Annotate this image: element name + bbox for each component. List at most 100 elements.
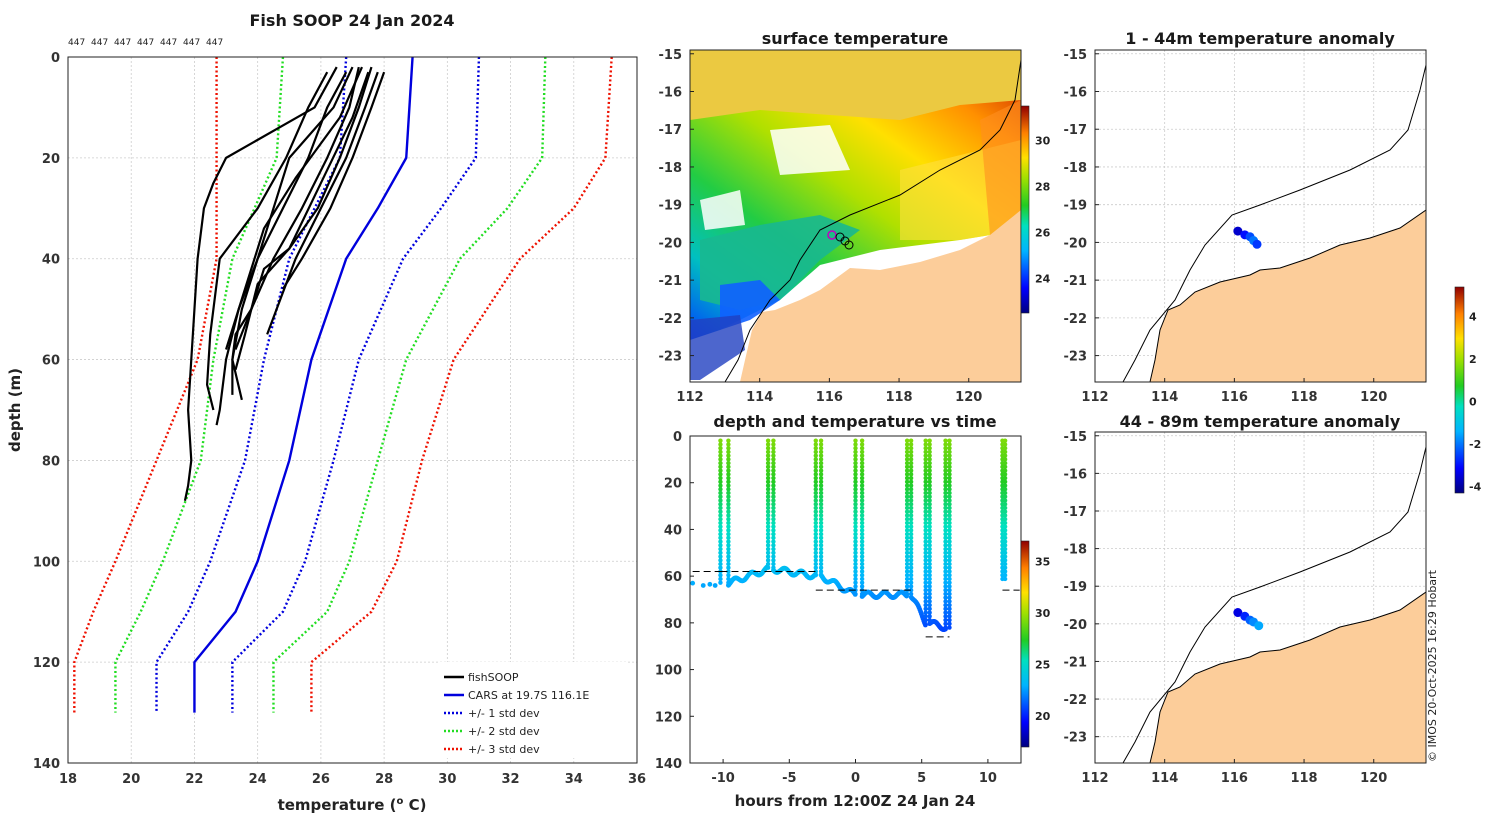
timeseries-point [818, 558, 824, 563]
timeseries-point [853, 468, 858, 473]
timeseries-point [718, 580, 723, 585]
timeseries-point [853, 509, 858, 514]
timeseries-point [943, 442, 948, 447]
timeseries-point [1002, 483, 1008, 488]
anomaly-deep-panel: 44 - 89m temperature anomaly 112 114 116 11… [1064, 286, 1482, 786]
profile-ytick-label: 0 [51, 51, 60, 66]
timeseries-point [927, 483, 932, 488]
timeseries-point [859, 584, 865, 589]
colorbar-tick-label: 2 [1469, 353, 1477, 366]
timeseries-point [818, 490, 824, 496]
timeseries-point [908, 587, 914, 593]
timeseries-point [908, 483, 914, 488]
timeseries-point [771, 554, 776, 559]
timeseries-point [726, 543, 731, 548]
timeseries-point [1002, 516, 1008, 522]
timeseries-point [726, 516, 731, 522]
timeseries-point [943, 509, 948, 514]
timeseries-point [853, 442, 858, 447]
timeseries-point [908, 516, 914, 522]
timeseries-point [813, 561, 818, 567]
timeseries-point [859, 464, 865, 470]
timeseries-point [813, 472, 818, 477]
timeseries-point [726, 494, 731, 499]
timeseries-point [859, 516, 865, 522]
timeseries-point [771, 558, 776, 563]
timeseries-point [771, 535, 776, 541]
timeseries-point [1002, 505, 1008, 511]
timeseries-point [1002, 528, 1008, 533]
timeseries-point [718, 475, 723, 481]
timeseries-point [818, 520, 824, 526]
timeseries-point [859, 468, 865, 473]
timeseries-point [771, 565, 776, 570]
map-xtick-label: 116 [1221, 771, 1248, 786]
timeseries-point [904, 457, 910, 462]
timeseries-ytick-label: 80 [664, 617, 682, 632]
timeseries-point [771, 457, 776, 462]
timeseries-point [947, 595, 952, 600]
timeseries-point [818, 535, 824, 541]
timeseries-point [947, 531, 952, 537]
colorbar-tick-label: 24 [1035, 273, 1051, 286]
profile-xtick-label: 18 [59, 772, 77, 787]
map-ytick-label: -20 [1064, 236, 1088, 251]
timeseries-point [908, 539, 914, 544]
timeseries-point [765, 565, 771, 570]
anomaly-point [1254, 621, 1264, 631]
timeseries-point [923, 606, 928, 612]
map-ytick-label: -21 [659, 274, 683, 289]
timeseries-point [859, 442, 865, 447]
timeseries-point [765, 520, 771, 526]
timeseries-point [943, 472, 948, 477]
map-ytick-label: -19 [659, 199, 683, 214]
timeseries-point [859, 460, 865, 466]
timeseries-point [927, 453, 932, 458]
timeseries-point [927, 539, 932, 544]
timeseries-point [943, 490, 948, 496]
timeseries-point [726, 569, 731, 574]
timeseries-point [947, 468, 952, 473]
timeseries-point [859, 520, 865, 526]
timeseries-point [943, 516, 948, 522]
timeseries-point [943, 445, 948, 451]
timeseries-point [813, 487, 818, 492]
std2-lower-line [114, 56, 285, 713]
timeseries-point [859, 509, 865, 514]
timeseries-point [947, 606, 952, 612]
timeseries-point [927, 445, 932, 451]
timeseries-point [927, 464, 932, 470]
fishsoop-profile-line [234, 71, 370, 370]
timeseries-point [718, 524, 723, 529]
timeseries-point [904, 524, 910, 529]
timeseries-point [923, 539, 928, 544]
timeseries-point [765, 475, 771, 481]
timeseries-point [718, 464, 723, 470]
timeseries-point [923, 449, 928, 455]
timeseries-point [927, 561, 932, 567]
timeseries-point [943, 502, 948, 507]
timeseries-point [1002, 464, 1008, 470]
timeseries-point [943, 513, 948, 518]
timeseries-point [765, 460, 771, 466]
timeseries-point [765, 445, 771, 451]
timeseries-point [726, 483, 731, 488]
timeseries-point [690, 580, 696, 586]
timeseries-point [765, 539, 771, 544]
timeseries-point [726, 505, 731, 511]
map-ytick-label: -16 [659, 86, 683, 101]
timeseries-point [853, 479, 858, 484]
timeseries-point [726, 535, 731, 541]
timeseries-point [923, 565, 928, 570]
timeseries-point [947, 445, 952, 451]
profile-id-label: 447 [160, 38, 177, 48]
timeseries-point [943, 498, 948, 503]
colorbar-tick-label: 30 [1035, 135, 1051, 148]
timeseries-point [923, 587, 928, 593]
timeseries-xtick-label: 5 [917, 771, 926, 786]
timeseries-point [726, 524, 731, 529]
timeseries-point [718, 543, 723, 548]
timeseries-point [927, 595, 932, 600]
timeseries-point [726, 479, 731, 484]
timeseries-point [908, 460, 914, 466]
